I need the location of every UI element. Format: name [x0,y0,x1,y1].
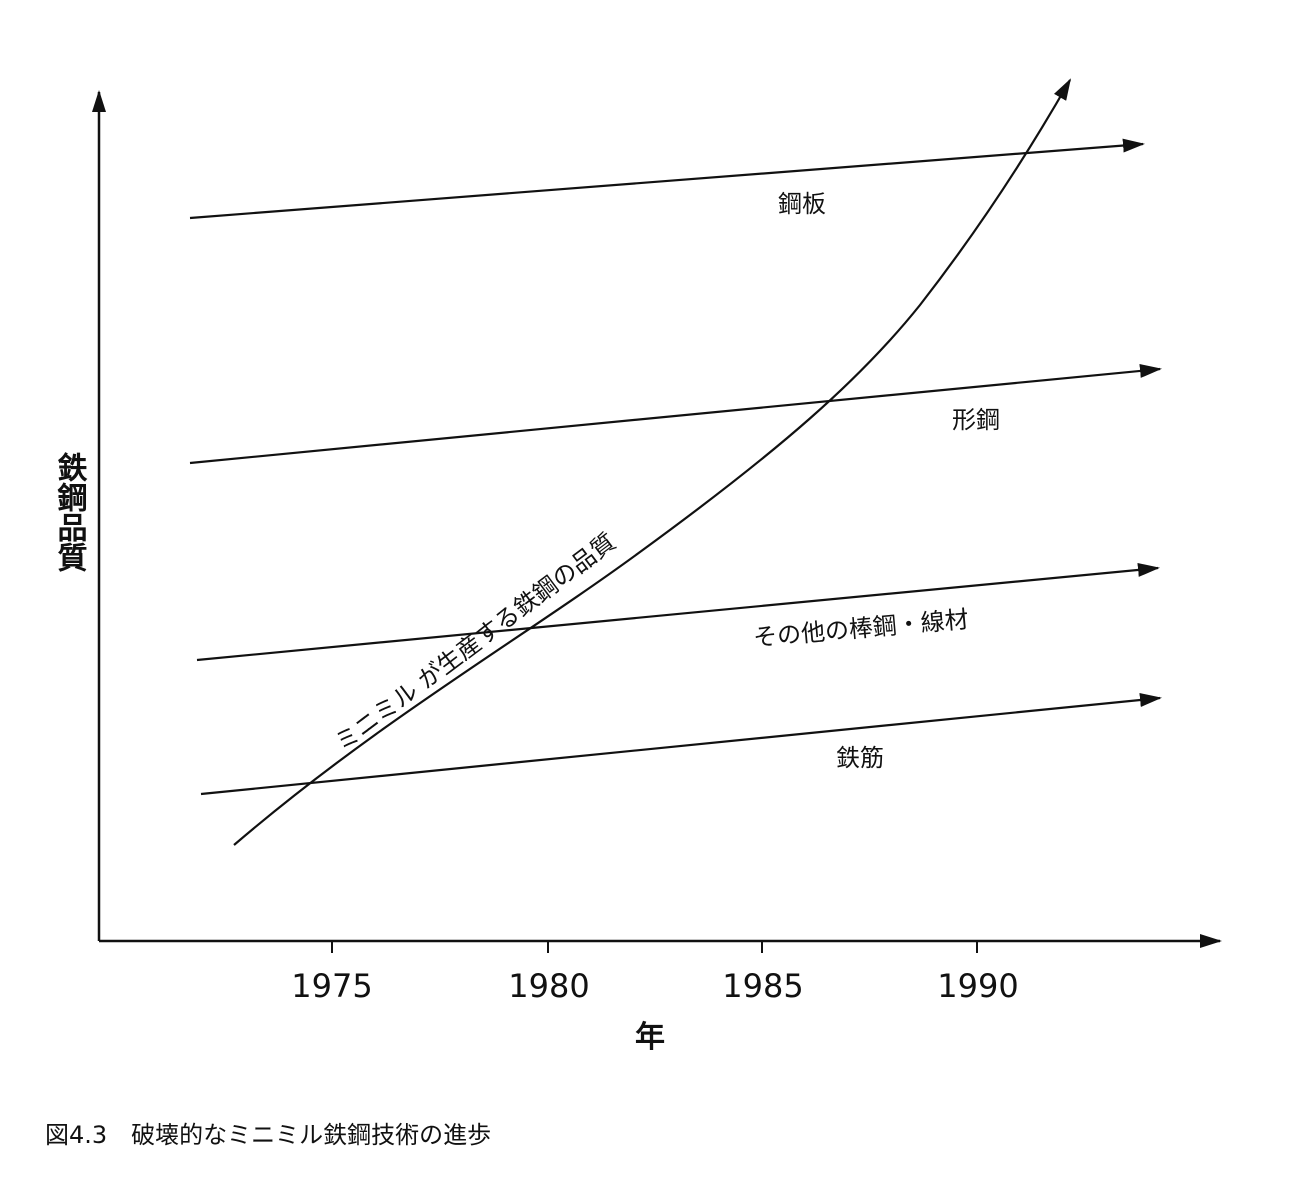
minimill-quality-curve [233,78,1071,846]
line-rebar [200,693,1162,796]
label-steel-sheet: 鋼板 [778,190,826,218]
x-tick-label-1975: 1975 [291,967,372,1005]
x-tick-label-1990: 1990 [937,967,1018,1005]
x-tick-label-1985: 1985 [722,967,803,1005]
label-other-bars-wire: その他の棒鋼・線材 [752,605,970,652]
y-axis-title: 鉄鋼品質 [52,451,88,573]
line-other-bars-wire [196,562,1160,662]
line-steel-sheet [189,138,1145,220]
label-structural-steel: 形鋼 [952,406,1000,434]
figure-caption: 図4.3 破壊的なミニミル鉄鋼技術の進歩 [45,1121,491,1149]
line-structural-steel [189,363,1162,465]
x-axis-title: 年 [635,1020,665,1055]
x-tick-label-1980: 1980 [508,967,589,1005]
label-rebar: 鉄筋 [836,744,884,772]
